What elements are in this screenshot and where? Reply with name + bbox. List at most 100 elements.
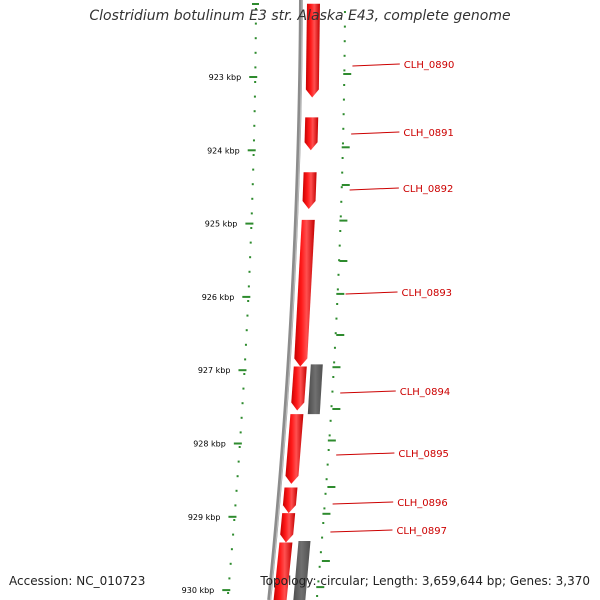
gene-leader-line xyxy=(340,390,396,394)
ruler-minor-tick xyxy=(326,463,329,466)
ruler-major-tick-inner xyxy=(321,560,330,562)
ruler-minor-tick xyxy=(337,273,340,276)
ruler-minor-tick xyxy=(229,562,232,565)
cds-feature xyxy=(285,414,304,484)
ruler-minor-tick xyxy=(249,241,252,244)
gene-label[interactable]: CLH_0892 xyxy=(403,184,454,195)
ruler-minor-tick xyxy=(249,256,252,259)
ruler-minor-tick xyxy=(341,142,344,145)
gene-leader-line xyxy=(351,131,400,135)
ruler-minor-tick xyxy=(338,259,341,262)
ruler-major-tick xyxy=(233,442,242,445)
ruler-minor-tick xyxy=(233,519,236,521)
ruler-minor-tick xyxy=(333,346,336,349)
ruler-minor-tick xyxy=(241,402,244,405)
ruler-minor-tick xyxy=(254,8,257,10)
gene-leader-line xyxy=(352,63,400,67)
gene-label[interactable]: CLH_0897 xyxy=(396,526,447,537)
ruler-minor-tick xyxy=(227,592,230,594)
ruler-minor-tick xyxy=(343,40,346,43)
gene-leader-line xyxy=(345,291,398,295)
gene-label[interactable]: CLH_0895 xyxy=(398,449,449,460)
ruler-minor-tick xyxy=(232,533,235,536)
gene-leader-line xyxy=(336,452,395,456)
ruler-major-tick-inner xyxy=(332,408,341,410)
ruler-minor-tick xyxy=(340,186,343,189)
ruler-minor-tick xyxy=(228,577,231,580)
cds-feature xyxy=(302,172,317,209)
ruler-tick-label: 930 kbp xyxy=(182,586,215,595)
cds-feature xyxy=(280,513,296,543)
cds-feature xyxy=(294,219,315,367)
ruler-minor-tick xyxy=(253,95,256,98)
genome-summary: Topology: circular; Length: 3,659,644 bp… xyxy=(260,574,590,588)
ruler-minor-tick xyxy=(338,244,341,247)
backbone-highlight xyxy=(269,0,303,600)
ruler-minor-tick xyxy=(234,504,237,507)
gene-label[interactable]: CLH_0893 xyxy=(402,288,453,299)
gene-label[interactable]: CLH_0891 xyxy=(403,128,454,139)
ruler-minor-tick xyxy=(247,300,250,302)
ruler-minor-tick xyxy=(230,548,233,551)
ruler-minor-tick xyxy=(331,390,334,393)
ruler-minor-tick xyxy=(330,405,333,408)
ruler-major-tick xyxy=(242,295,251,298)
ruler-minor-tick xyxy=(341,171,344,174)
accession-label: Accession: NC_010723 xyxy=(9,574,146,588)
ruler-major-tick-inner xyxy=(327,439,336,442)
ruler-minor-tick xyxy=(335,317,338,320)
cds-feature xyxy=(273,542,293,600)
ruler-minor-tick xyxy=(343,69,346,72)
ruler-minor-tick xyxy=(248,270,251,273)
ruler-minor-tick xyxy=(253,124,256,127)
ruler-major-tick xyxy=(228,515,237,518)
ruler-minor-tick xyxy=(316,595,319,597)
ruler-major-tick-inner xyxy=(341,184,350,186)
gene-leader-line xyxy=(349,187,399,191)
other-feature xyxy=(307,364,323,415)
ruler-minor-tick xyxy=(339,230,342,232)
ruler-minor-tick xyxy=(254,51,257,54)
ruler-tick-label: 925 kbp xyxy=(205,220,238,229)
ruler-minor-tick xyxy=(254,66,257,69)
gene-label[interactable]: CLH_0896 xyxy=(397,498,448,509)
ruler-minor-tick xyxy=(318,565,321,568)
ruler-major-tick xyxy=(249,76,258,78)
ruler-tick-label: 923 kbp xyxy=(209,73,242,82)
ruler-tick-label: 927 kbp xyxy=(198,366,231,375)
ruler-minor-tick xyxy=(244,343,247,346)
ruler-minor-tick xyxy=(250,212,253,215)
genome-backbone xyxy=(267,0,303,600)
ruler-minor-tick xyxy=(336,288,339,291)
kbp-ruler: 923 kbp 924 kbp 925 kbp 926 kbp 927 kbp 928 k… xyxy=(182,3,352,597)
cds-feature xyxy=(304,117,319,151)
ruler-major-tick-inner xyxy=(343,73,352,75)
ruler-minor-tick xyxy=(240,416,243,419)
cds-feature xyxy=(282,487,298,514)
ruler-tick-label: 929 kbp xyxy=(188,513,221,522)
ruler-tick-label: 928 kbp xyxy=(193,440,226,449)
ruler-minor-tick xyxy=(250,227,253,229)
ruler-minor-tick xyxy=(329,419,332,422)
ruler-major-tick xyxy=(245,222,254,225)
gene-label[interactable]: CLH_0894 xyxy=(400,387,451,398)
ruler-minor-tick xyxy=(235,489,238,492)
ruler-minor-tick xyxy=(317,580,320,583)
ruler-minor-tick xyxy=(254,37,257,40)
ruler-major-tick-inner xyxy=(336,334,345,336)
ruler-minor-tick xyxy=(334,332,337,335)
gene-label[interactable]: CLH_0890 xyxy=(404,60,455,71)
ruler-minor-tick xyxy=(252,168,255,171)
ruler-minor-tick xyxy=(246,314,249,317)
ruler-minor-tick xyxy=(321,536,324,539)
ruler-major-tick xyxy=(247,149,256,152)
other-feature xyxy=(293,540,311,600)
ruler-major-tick-inner xyxy=(332,366,341,369)
gene-labels: CLH_0890 CLH_0891 CLH_0892 CLH_0893 CLH_0894… xyxy=(330,60,454,537)
ruler-minor-tick xyxy=(322,522,325,524)
ruler-minor-tick xyxy=(341,157,344,159)
ruler-minor-tick xyxy=(339,215,342,218)
ruler-minor-tick xyxy=(237,460,240,463)
ruler-minor-tick xyxy=(328,434,331,437)
